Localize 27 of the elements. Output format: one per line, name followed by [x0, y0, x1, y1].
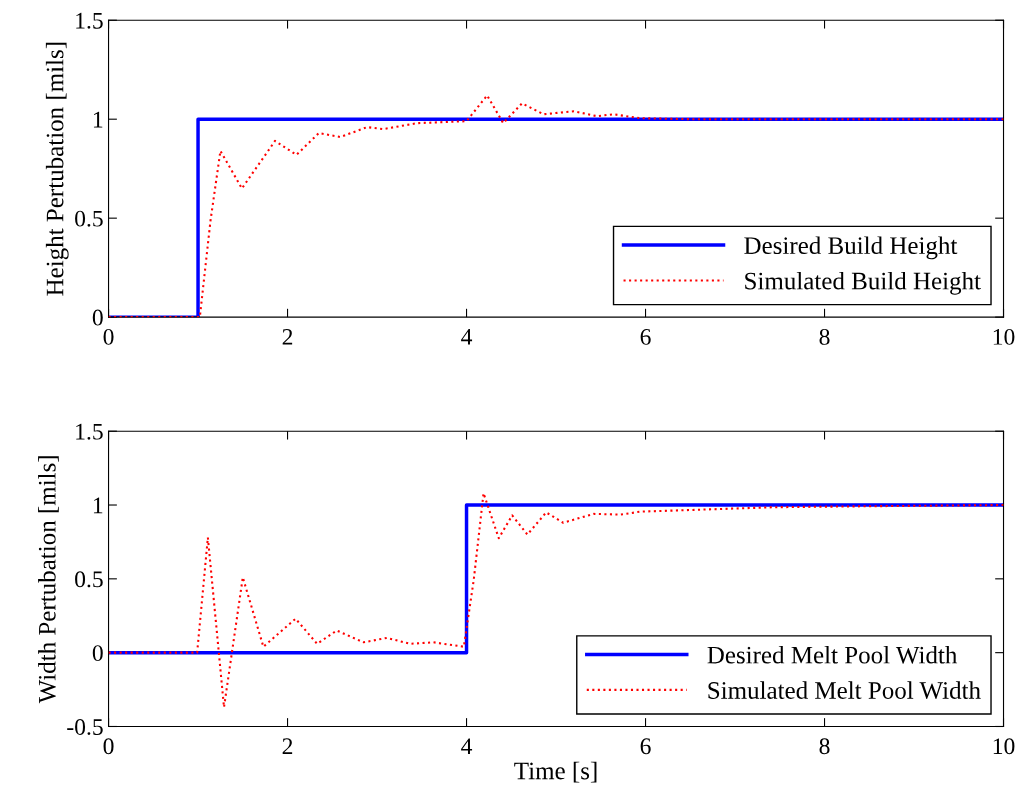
- y-tick-label: 0.5: [75, 571, 103, 588]
- line-series: [108, 492, 1004, 709]
- legend-label: Desired Build Height: [744, 236, 958, 260]
- x-tick-label: 10: [993, 738, 1015, 755]
- y-tick-label: 0: [92, 645, 103, 662]
- x-tick-label: 2: [282, 738, 293, 754]
- y-axis-title: Height Pertubation [mils]: [45, 42, 69, 296]
- y-axis-title: Width Pertubation [mils]: [38, 456, 59, 704]
- x-tick-label: 4: [461, 738, 473, 754]
- y-tick-label: 0.5: [75, 210, 103, 227]
- x-tick-label: 2: [282, 328, 293, 345]
- y-tick-label: -0.5: [67, 718, 103, 736]
- x-axis-title: Time [s]: [514, 761, 597, 783]
- x-tick-label: 6: [640, 738, 651, 755]
- x-tick-label: 4: [461, 329, 473, 345]
- legend-label: Simulated Melt Pool Width: [708, 681, 981, 700]
- x-tick-label: 8: [819, 328, 830, 345]
- x-tick-label: 10: [993, 328, 1015, 345]
- legend-label: Desired Melt Pool Width: [707, 645, 958, 664]
- y-tick-label: 0: [92, 309, 103, 326]
- x-tick-label: 6: [640, 328, 651, 345]
- y-tick-label: 1: [93, 111, 103, 128]
- y-tick-label: 1.5: [76, 12, 103, 29]
- y-tick-label: 1: [93, 497, 103, 514]
- y-tick-label: 1.5: [76, 423, 103, 440]
- legend-label: Simulated Build Height: [745, 271, 981, 295]
- x-tick-label: 8: [819, 738, 830, 755]
